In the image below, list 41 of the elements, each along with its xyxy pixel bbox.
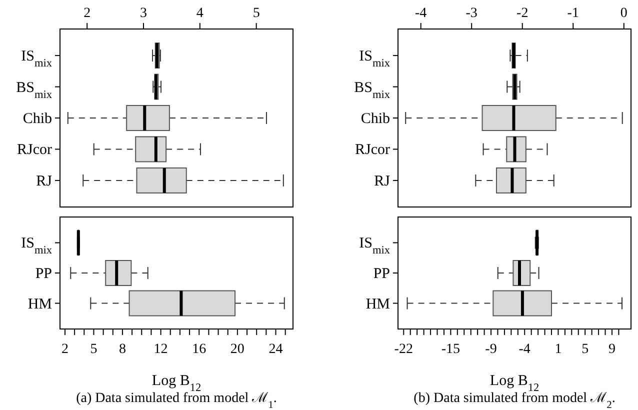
y-tick-label: HM — [28, 296, 52, 312]
y-tick-label: RJcor — [355, 142, 390, 158]
x-tick-label: -22 — [394, 342, 413, 357]
y-tick-label: HM — [366, 296, 390, 312]
y-tick-label: RJcor — [17, 142, 52, 158]
x-tick-label: 5 — [582, 342, 589, 357]
x-tick-label: 16 — [192, 342, 206, 357]
text: (a) Data simulated from model ℳ$_{1}$. — [76, 391, 277, 410]
x-tick-label: 5 — [90, 342, 98, 357]
y-tick-label: PP — [35, 266, 52, 282]
y-tick-label: IS$_{mix}$ — [359, 48, 390, 70]
x-tick-label: 24 — [268, 342, 283, 357]
x-tick-label: 5 — [252, 6, 260, 21]
y-tick-label: RJ — [36, 173, 52, 190]
x-tick-label: 2 — [84, 6, 91, 21]
x-tick-label: 4 — [196, 6, 204, 21]
x-tick-label: -4 — [415, 6, 427, 21]
x-tick-label: -2 — [516, 6, 528, 21]
y-tick-label: PP — [373, 266, 390, 282]
y-tick-label: IS$_{mix}$ — [21, 48, 52, 70]
x-tick-label: -15 — [441, 342, 460, 357]
x-tick-label: 12 — [154, 342, 168, 357]
x-tick-label: -9 — [485, 342, 497, 357]
x-tick-label: 9 — [608, 342, 616, 357]
y-tick-label: BS$_{mix}$ — [16, 80, 52, 101]
y-tick-label: BS$_{mix}$ — [354, 80, 390, 101]
y-tick-label: Chib — [360, 111, 390, 127]
x-tick-label: 0 — [620, 6, 628, 21]
x-tick-label: -4 — [518, 342, 530, 357]
x-tick-label: 2 — [61, 342, 68, 357]
y-tick-label: RJ — [374, 173, 390, 190]
x-tick-label: 3 — [140, 6, 147, 21]
y-tick-label: IS$_{mix}$ — [359, 236, 390, 257]
text: (b) Data simulated from model ℳ$_{2}$. — [414, 391, 616, 410]
y-tick-label: IS$_{mix}$ — [21, 236, 52, 257]
x-tick-label: -1 — [567, 6, 579, 21]
y-tick-label: Chib — [22, 111, 52, 127]
x-tick-label: -3 — [466, 6, 478, 21]
x-tick-label: 20 — [230, 342, 244, 357]
x-tick-label: 1 — [554, 342, 562, 357]
x-tick-label: 8 — [118, 342, 126, 357]
